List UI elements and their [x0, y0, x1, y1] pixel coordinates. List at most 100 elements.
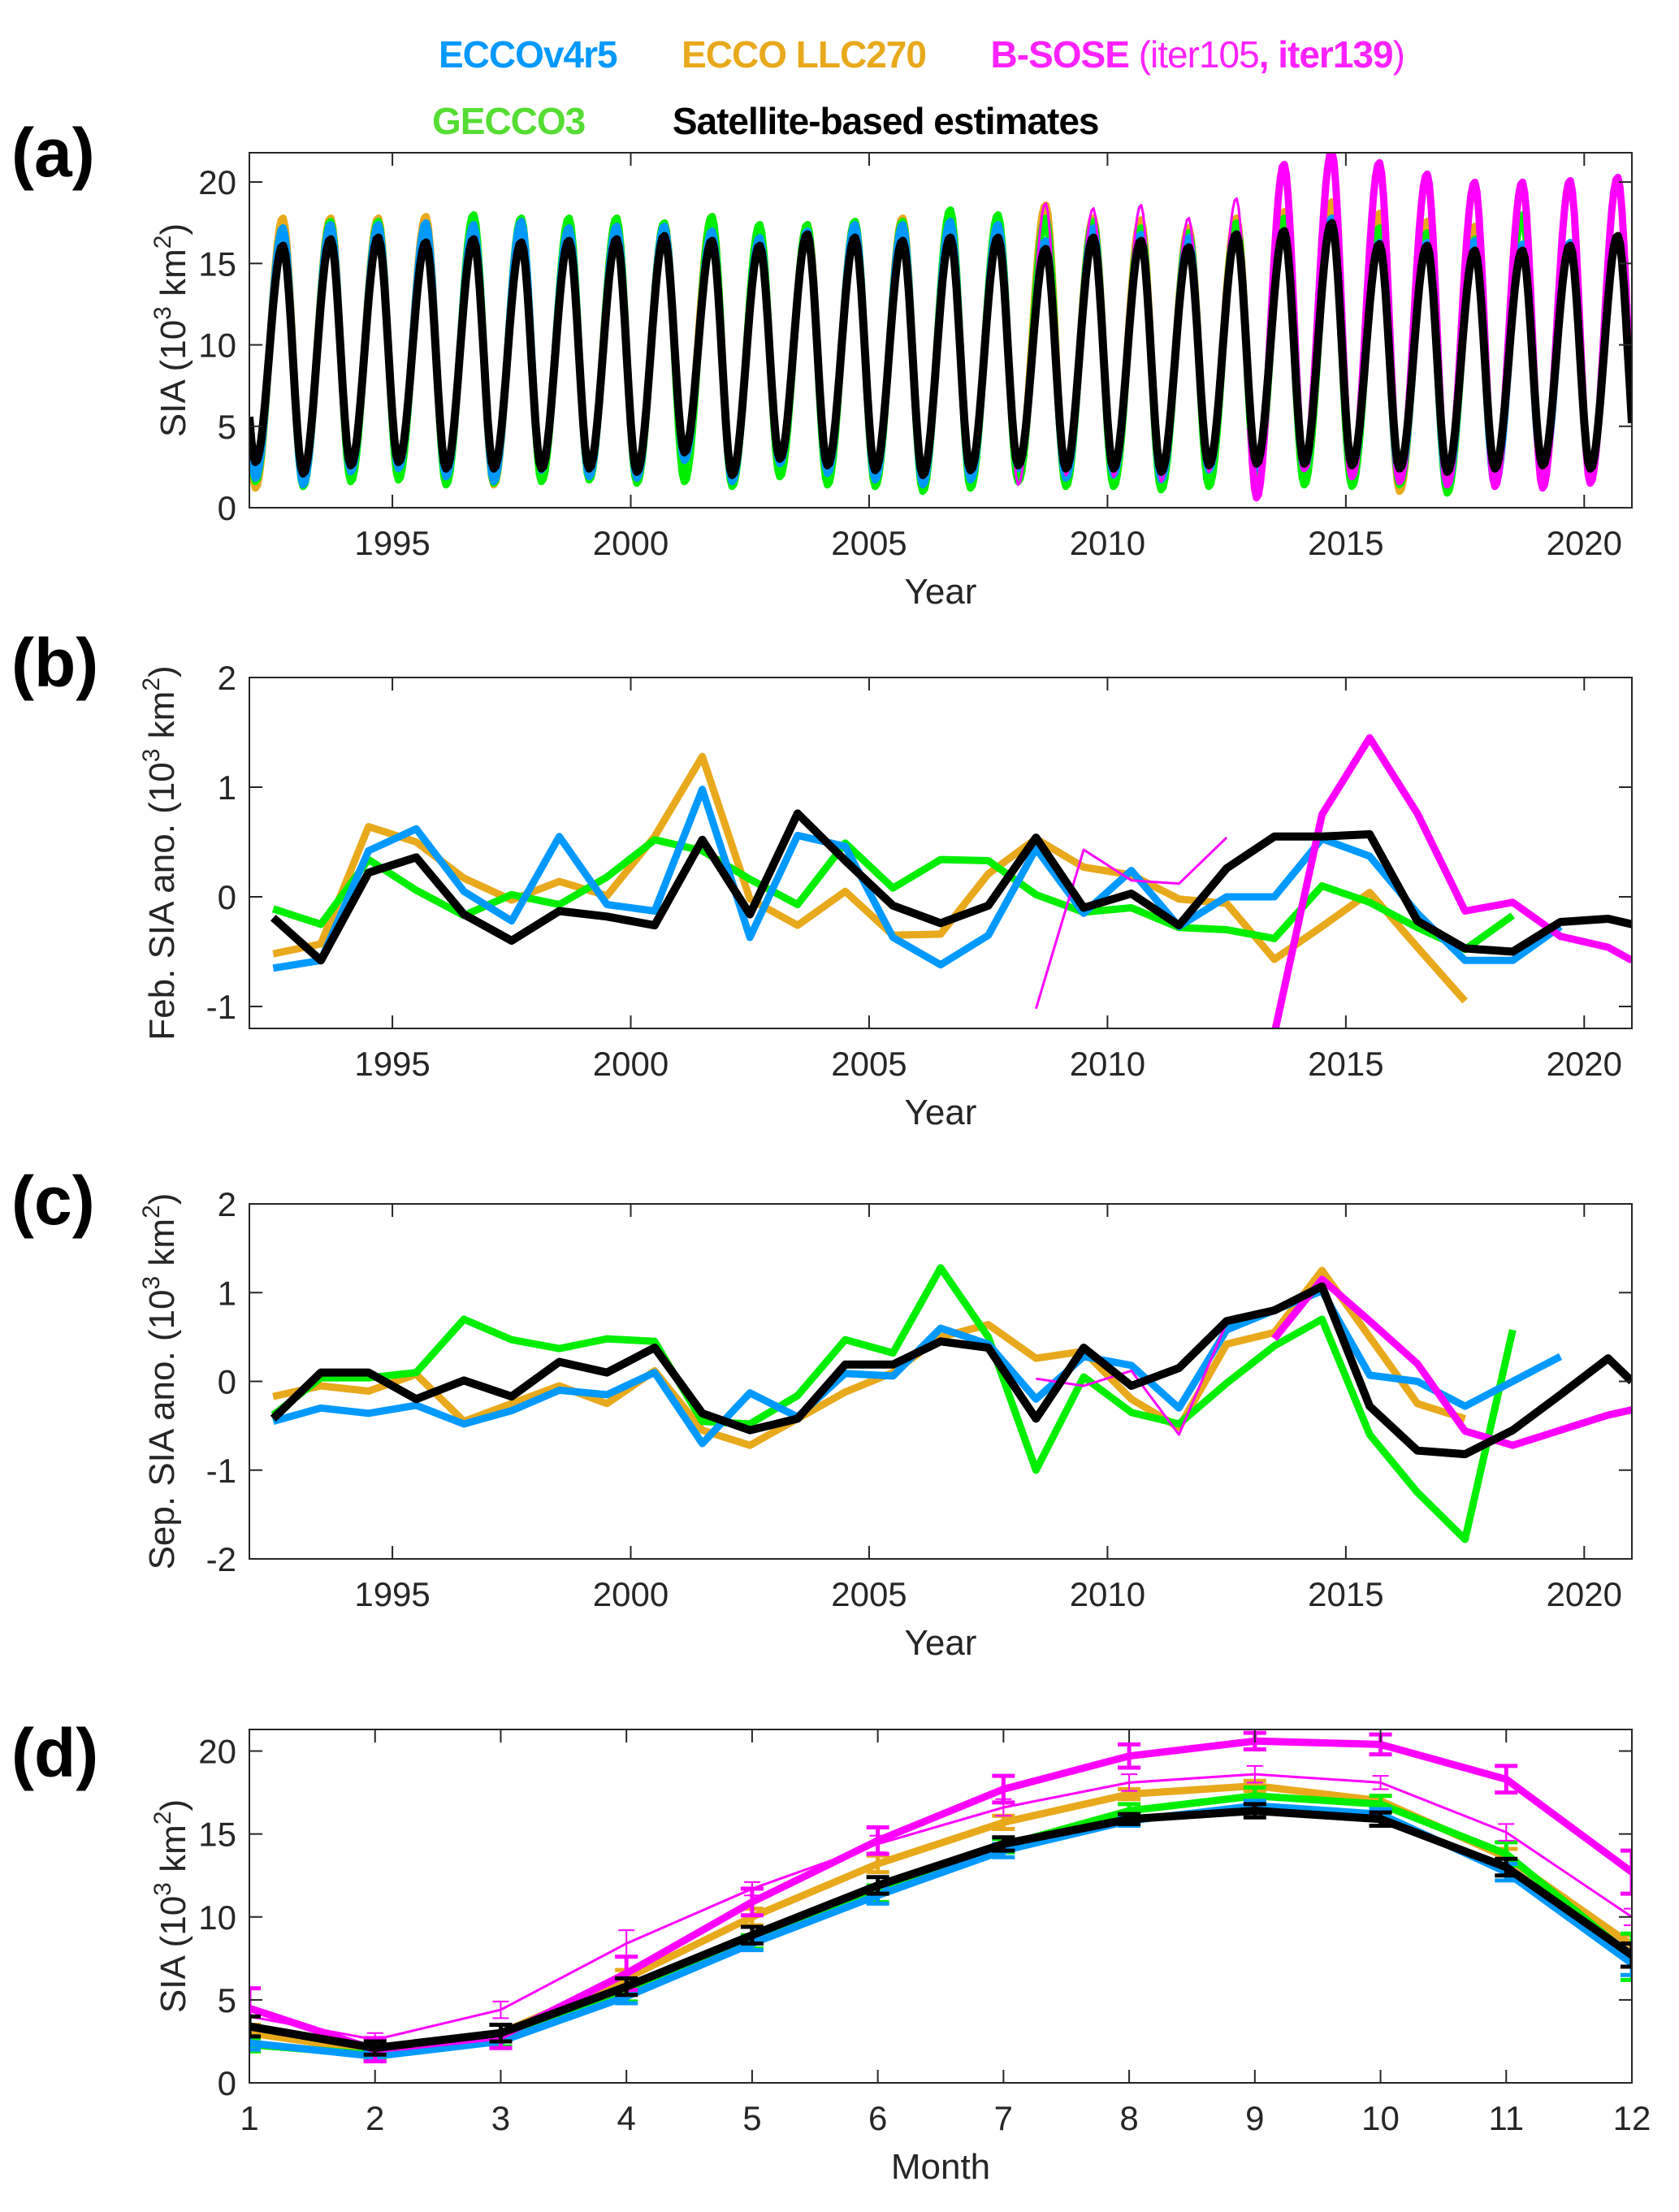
y-label-text: SIA (10: [154, 1896, 193, 2013]
panel-a: 1995 2000 2005 2010 2015 2020 0 5 10 15 20 Year SIA …: [149, 152, 1633, 612]
x-tick-label: 1: [240, 2099, 258, 2137]
plot-area: [249, 1730, 1632, 2063]
x-tick-label: 2015: [1308, 1045, 1383, 1083]
y-label-text: ): [154, 223, 193, 236]
y-label-sup: 3: [138, 1276, 165, 1290]
y-label-text: ): [154, 1799, 193, 1812]
y-tick-label: 0: [218, 489, 236, 527]
y-tick-label: 1: [218, 1274, 236, 1312]
x-tick-label: 2020: [1547, 1045, 1622, 1083]
y-label-text: km: [142, 691, 182, 749]
y-label-sup: 3: [149, 306, 176, 320]
series-line-satellite-based-estimates: [249, 219, 1632, 479]
panel-label-d: (d): [11, 1715, 99, 1791]
y-label-sup: 3: [138, 749, 165, 763]
legend-bsose-iter139: iter139: [1278, 33, 1393, 76]
series-line-satellite-based-estimates: [249, 1807, 1632, 2053]
x-tick-label: 2020: [1547, 1575, 1622, 1613]
x-tick-label: 2010: [1070, 524, 1145, 562]
x-tick-label: 11: [1488, 2099, 1524, 2137]
panel-label-a: (a): [11, 115, 95, 191]
panel-label-b: (b): [11, 625, 99, 701]
y-label-sup: 2: [149, 1812, 176, 1825]
x-tick-label: 1995: [354, 1045, 430, 1083]
x-axis-label: Year: [905, 572, 977, 612]
x-tick-label: 2005: [831, 1575, 907, 1613]
legend-bsose-paren-open: (: [1128, 33, 1151, 76]
series-line-eccov4r5: [272, 786, 1563, 972]
y-tick-label: 0: [218, 878, 236, 916]
axes-box: [249, 152, 1633, 509]
x-tick-label: 7: [994, 2099, 1013, 2137]
y-tick-label: 2: [218, 659, 236, 697]
y-tick-label: 15: [198, 1816, 236, 1854]
plot-area: [270, 1264, 1632, 1543]
legend-gecco3: GECCO3: [432, 100, 586, 142]
y-tick-label: 10: [198, 1898, 236, 1937]
series-line-b-sose-iter139: [249, 1737, 1632, 2054]
y-label-text: Sep. SIA ano. (10: [142, 1290, 182, 1570]
series-line-ecco-llc270: [272, 752, 1468, 1004]
y-tick-label: 1: [218, 768, 236, 807]
panel-b: 1995 2000 2005 2010 2015 2020 -1 0 1 2 Year Feb. SI…: [138, 659, 1633, 1132]
x-tick-label: 2000: [593, 1575, 669, 1613]
legend-row-1: ECCOv4r5 ECCO LLC270 B-SOSE (iter105, it…: [439, 32, 1405, 76]
x-tick-label: 2015: [1308, 524, 1383, 562]
plot-area: [270, 734, 1632, 1028]
y-label-text: Feb. SIA ano. (10: [142, 762, 182, 1040]
y-tick-label: 0: [218, 1363, 236, 1401]
y-axis-label: SIA (103 km2): [149, 223, 193, 437]
series-line-b-sose-iter105: [1036, 1322, 1228, 1436]
y-axis-label: Sep. SIA ano. (103 km2): [138, 1193, 182, 1570]
x-axis-label: Year: [905, 1623, 977, 1663]
plot-area: [249, 153, 1632, 502]
panel-c: 1995 2000 2005 2010 2015 2020 -2 -1 0 1 2 Year Sep. …: [138, 1185, 1633, 1663]
y-tick-label: 10: [198, 327, 236, 365]
y-label-sup: 3: [149, 1882, 176, 1896]
series-line-b-sose-iter105: [249, 1773, 1632, 2041]
x-tick-label: 9: [1245, 2099, 1264, 2137]
x-tick-label: 2005: [831, 524, 907, 562]
x-tick-label: 10: [1361, 2099, 1400, 2137]
axes-box: [249, 677, 1633, 1029]
y-label-sup: 2: [138, 677, 165, 691]
x-tick-label: 8: [1119, 2099, 1138, 2137]
y-label-sup: 2: [149, 236, 176, 249]
x-axis-label: Month: [891, 2147, 990, 2187]
y-tick-label: 5: [218, 408, 236, 446]
y-axis-label: Feb. SIA ano. (103 km2): [138, 665, 182, 1040]
x-tick-label: 2: [366, 2099, 384, 2137]
x-tick-label: 2010: [1070, 1045, 1145, 1083]
legend-bsose: B-SOSE: [990, 33, 1130, 76]
legend-ecco-v4r5: ECCOv4r5: [439, 33, 618, 76]
x-tick-label: 1995: [354, 524, 430, 562]
x-tick-label: 2000: [593, 1045, 669, 1083]
series-line-satellite-based-estimates: [270, 1282, 1632, 1459]
y-tick-label: -1: [206, 1452, 236, 1490]
x-tick-label: 6: [868, 2099, 887, 2137]
series-line-b-sose-iter139: [1271, 1275, 1632, 1449]
legend-bsose-paren-close: ): [1392, 33, 1405, 76]
x-tick-label: 2020: [1547, 524, 1622, 562]
legend-bsose-iter105: iter105: [1150, 33, 1260, 76]
y-axis-label: SIA (103 km2): [149, 1799, 193, 2013]
y-tick-label: 5: [218, 1981, 236, 2019]
panel-label-c: (c): [11, 1162, 95, 1239]
axes-box: [249, 1729, 1633, 2084]
legend-ecco-llc270: ECCO LLC270: [682, 33, 927, 76]
y-tick-label: -2: [206, 1540, 236, 1578]
y-tick-label: 20: [198, 1733, 236, 1771]
series-line-b-sose-iter139: [1271, 734, 1632, 1028]
x-tick-label: 4: [617, 2099, 636, 2137]
y-tick-label: 15: [198, 245, 236, 283]
y-tick-label: -1: [206, 988, 236, 1026]
series-line-gecco3: [270, 1264, 1517, 1543]
legend-satellite: Satellite-based estimates: [672, 100, 1100, 142]
x-tick-label: 2005: [831, 1045, 907, 1083]
legend-bsose-comma: ,: [1258, 33, 1279, 76]
y-label-text: km: [142, 1219, 182, 1276]
x-tick-label: 5: [742, 2099, 761, 2137]
y-label-text: km: [154, 249, 193, 306]
